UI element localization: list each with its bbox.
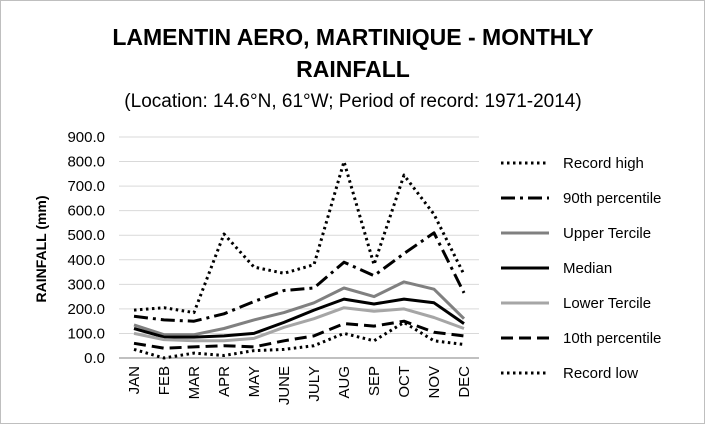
legend-label-upper-tercile: Upper Tercile <box>563 225 651 242</box>
x-tick-label: OCT <box>396 366 413 398</box>
x-tick-label: DEC <box>456 366 473 398</box>
x-tick-label: SEP <box>366 366 383 396</box>
y-axis-label: RAINFALL (mm) <box>33 195 49 302</box>
x-tick-label: JUNE <box>276 366 293 405</box>
chart-title-line-2: RAINFALL <box>296 56 410 82</box>
x-tick-label: JULY <box>306 366 323 402</box>
y-tick-label: 700.0 <box>67 178 105 195</box>
legend-label-record-low: Record low <box>563 365 638 382</box>
series-line-90th-percentile <box>133 231 466 323</box>
series-line-record-high <box>133 160 466 315</box>
x-tick-label: MAY <box>246 366 263 397</box>
y-tick-label: 500.0 <box>67 227 105 244</box>
y-tick-label: 900.0 <box>67 129 105 146</box>
x-tick-label: MAR <box>186 366 203 400</box>
legend-label-10th-percentile: 10th percentile <box>563 330 661 347</box>
y-tick-label: 600.0 <box>67 203 105 220</box>
chart-title-line-1: LAMENTIN AERO, MARTINIQUE - MONTHLY <box>112 24 593 50</box>
series-line-lower-tercile <box>133 306 465 343</box>
y-tick-label: 400.0 <box>67 252 105 269</box>
legend-label-90th-percentile: 90th percentile <box>563 190 661 207</box>
y-tick-label: 200.0 <box>67 301 105 318</box>
chart-subtitle: (Location: 14.6°N, 61°W; Period of recor… <box>124 91 581 112</box>
legend-label-record-high: Record high <box>563 155 644 172</box>
series-line-median <box>133 297 465 339</box>
legend: Record high 90th percentile Upper Tercile M… <box>501 155 661 382</box>
y-tick-label: 300.0 <box>67 276 105 293</box>
series-line-10th-percentile <box>133 319 465 350</box>
x-axis-ticks: JAN FEB MAR APR MAY JUNE JULY AUG SEP OCT NOV DEC <box>126 366 473 405</box>
y-tick-label: 100.0 <box>67 325 105 342</box>
y-tick-label: 0.0 <box>84 350 105 367</box>
x-tick-label: JAN <box>126 366 143 394</box>
y-axis-ticks: 0.0 100.0 200.0 300.0 400.0 500.0 600.0 700.0 80… <box>67 129 105 367</box>
x-tick-label: FEB <box>156 366 173 395</box>
x-tick-label: AUG <box>336 366 353 399</box>
data-series <box>133 160 466 360</box>
gridlines <box>119 136 479 359</box>
x-tick-label: APR <box>216 366 233 397</box>
x-tick-label: NOV <box>426 366 443 399</box>
series-line-upper-tercile <box>133 280 466 337</box>
legend-label-lower-tercile: Lower Tercile <box>563 295 651 312</box>
y-tick-label: 800.0 <box>67 154 105 171</box>
legend-label-median: Median <box>563 260 612 277</box>
